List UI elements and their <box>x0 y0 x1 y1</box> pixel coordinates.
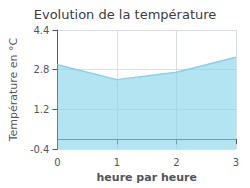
svg-text:1.2: 1.2 <box>34 104 50 115</box>
svg-text:1: 1 <box>114 157 120 168</box>
svg-text:0: 0 <box>54 157 60 168</box>
svg-text:3: 3 <box>233 157 239 168</box>
svg-text:heure par heure: heure par heure <box>97 171 197 184</box>
svg-text:Température en °C: Température en °C <box>7 37 20 142</box>
svg-text:2: 2 <box>173 157 179 168</box>
svg-text:4.4: 4.4 <box>34 25 50 36</box>
svg-text:-0.4: -0.4 <box>30 144 50 155</box>
svg-text:Evolution de la température: Evolution de la température <box>34 7 217 22</box>
svg-text:2.8: 2.8 <box>34 64 50 75</box>
